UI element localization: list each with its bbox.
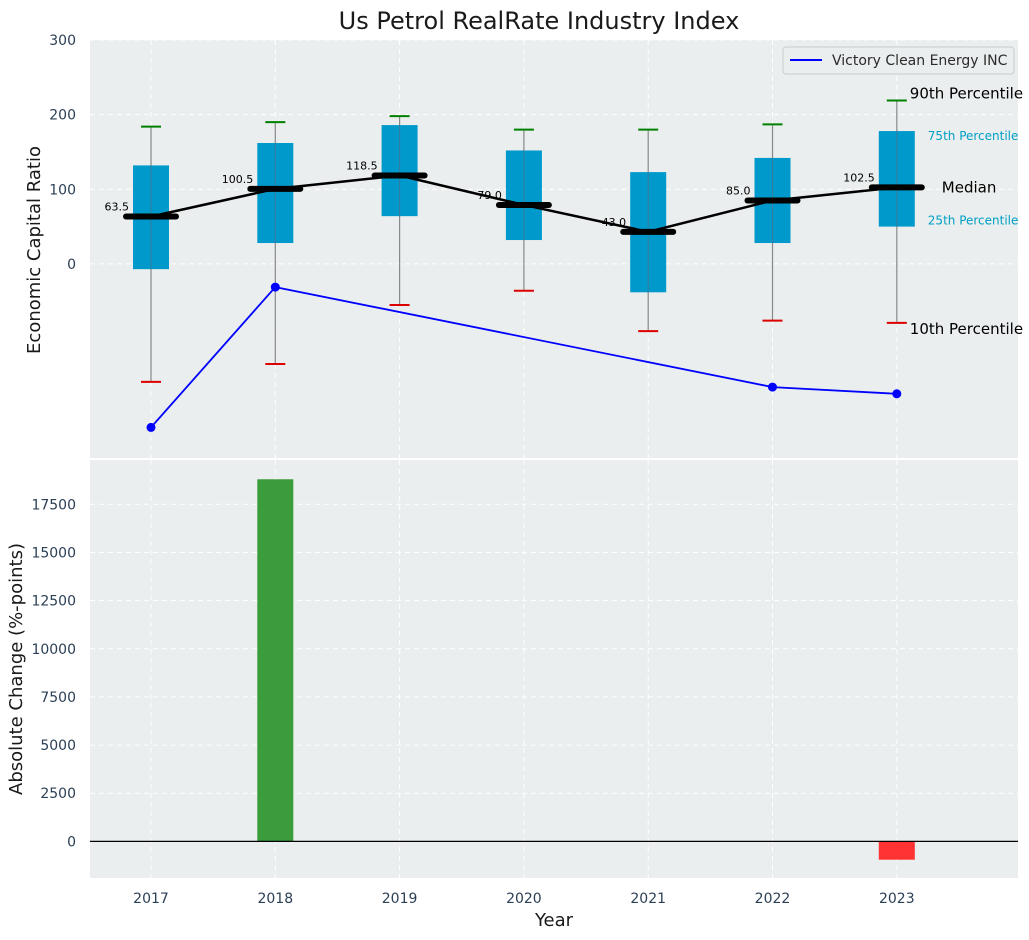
- bottom-y-tick-label: 7500: [40, 690, 76, 706]
- annotation-p25: 25th Percentile: [928, 214, 1019, 228]
- bottom-y-ticks: 0 2500 5000 7500 10000 12500 15000 17500: [31, 497, 76, 850]
- chart-title: Us Petrol RealRate Industry Index: [339, 7, 740, 35]
- box-series: 63.5 100.5 118.5 79.0 43.0 85.0 102.5: [105, 99, 925, 383]
- series-line: [150, 286, 897, 428]
- annotation-median: Median: [942, 178, 997, 196]
- bottom-y-axis-label: Absolute Change (%-points): [6, 543, 27, 795]
- median-value-label: 102.5: [843, 171, 875, 184]
- bottom-y-tick-label: 15000: [31, 545, 76, 561]
- legend: Victory Clean Energy INC: [782, 46, 1015, 75]
- annotation-p75: 75th Percentile: [928, 129, 1019, 143]
- top-y-axis-label: Economic Capital Ratio: [24, 146, 45, 354]
- median-value-label: 85.0: [726, 184, 751, 197]
- x-tick-label: 2017: [133, 891, 169, 907]
- median-value-label: 43.0: [602, 216, 627, 229]
- series-point: [768, 382, 777, 392]
- x-tick-label: 2021: [630, 891, 666, 907]
- change-bars: [90, 479, 1018, 860]
- x-tick-label: 2023: [879, 891, 915, 907]
- top-y-tick-label: 100: [49, 182, 76, 198]
- top-y-ticks: 0 100 200 300: [49, 33, 76, 273]
- x-tick-label: 2019: [382, 891, 418, 907]
- median-value-label: 118.5: [346, 159, 378, 172]
- annotation-p90: 90th Percentile: [910, 84, 1023, 102]
- bottom-y-tick-label: 17500: [31, 497, 76, 513]
- x-ticks: 2017 2018 2019 2020 2021 2022 2023: [133, 891, 914, 907]
- top-y-tick-label: 300: [49, 33, 76, 49]
- median-value-label: 79.0: [477, 189, 502, 202]
- series-point: [892, 389, 902, 399]
- bottom-y-tick-label: 12500: [31, 594, 76, 610]
- x-tick-label: 2018: [257, 891, 293, 907]
- change-bar: [257, 479, 294, 842]
- bottom-y-tick-label: 5000: [40, 738, 76, 754]
- series-point: [270, 282, 280, 292]
- x-axis-label: Year: [534, 910, 574, 931]
- median-value-label: 100.5: [222, 173, 254, 186]
- top-panel: 0 100 200 300 63.5 100.5 118.5 79.0 43.0 85.0 102…: [24, 33, 1023, 458]
- top-plot-background: [90, 40, 1018, 458]
- annotation-p10: 10th Percentile: [910, 320, 1023, 338]
- legend-entry-victory: Victory Clean Energy INC: [832, 53, 1008, 69]
- x-tick-label: 2022: [755, 891, 791, 907]
- x-tick-label: 2020: [506, 891, 542, 907]
- bottom-gridlines: [90, 460, 1018, 878]
- top-y-tick-label: 200: [49, 108, 76, 124]
- top-y-tick-label: 0: [67, 257, 76, 273]
- median-value-label: 63.5: [105, 201, 130, 214]
- series-point: [146, 422, 156, 432]
- percentile-annotations: 90th Percentile 75th Percentile Median 25th…: [910, 84, 1023, 337]
- legend-box: [782, 46, 1015, 75]
- change-bar: [878, 841, 915, 860]
- victory-series: [146, 282, 902, 432]
- bottom-y-tick-label: 10000: [31, 642, 76, 658]
- bottom-plot-background: [90, 460, 1018, 878]
- bottom-y-tick-label: 0: [67, 834, 76, 850]
- bottom-y-tick-label: 2500: [40, 786, 76, 802]
